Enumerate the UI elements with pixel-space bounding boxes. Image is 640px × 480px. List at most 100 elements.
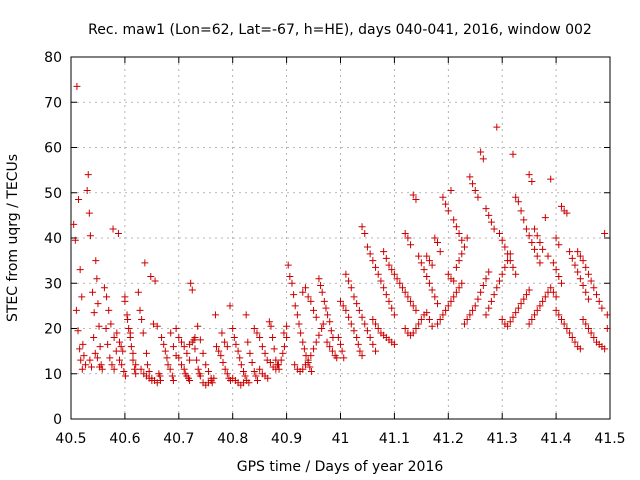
data-point	[525, 232, 533, 240]
data-point	[487, 218, 495, 226]
data-point	[504, 257, 512, 265]
data-point	[354, 340, 362, 348]
data-point	[258, 343, 266, 351]
data-point	[536, 259, 544, 267]
data-point	[125, 325, 133, 332]
data-point	[447, 297, 455, 305]
data-point	[514, 304, 522, 312]
data-point	[232, 340, 240, 348]
data-point	[253, 329, 261, 337]
data-point	[312, 338, 320, 346]
data-point	[485, 211, 493, 219]
data-point	[482, 205, 490, 213]
data-point	[460, 320, 468, 328]
data-point	[132, 361, 140, 369]
data-point	[337, 340, 344, 348]
data-point	[552, 266, 560, 274]
data-point	[127, 343, 135, 351]
data-point	[144, 361, 152, 369]
data-point	[528, 239, 536, 247]
data-point	[525, 171, 533, 179]
x-tick-label: 40.9	[271, 431, 302, 447]
data-point	[377, 277, 385, 285]
data-point	[531, 311, 539, 319]
data-point	[175, 334, 183, 342]
data-point	[71, 236, 79, 244]
data-point	[601, 229, 609, 237]
data-point	[284, 261, 292, 269]
data-point	[299, 365, 307, 373]
data-point	[280, 329, 288, 337]
data-point	[372, 347, 380, 355]
data-point	[601, 345, 609, 353]
data-point	[496, 277, 504, 285]
x-tick-label: 40.8	[217, 431, 248, 447]
data-point	[328, 347, 336, 355]
data-point	[423, 272, 431, 280]
data-point	[145, 367, 153, 375]
data-point	[109, 225, 117, 233]
data-point	[576, 345, 584, 353]
data-point	[134, 288, 142, 296]
data-point	[401, 288, 409, 296]
data-point	[304, 293, 312, 301]
data-point	[358, 223, 366, 231]
data-point	[355, 306, 363, 314]
data-point	[482, 311, 490, 319]
data-point	[304, 356, 312, 364]
data-point	[541, 293, 549, 301]
data-point	[566, 248, 574, 256]
data-point	[568, 334, 576, 342]
data-point	[431, 234, 439, 242]
data-point	[300, 345, 308, 353]
data-point	[487, 297, 495, 305]
data-point	[536, 302, 544, 310]
data-point	[560, 320, 568, 328]
data-point	[217, 352, 225, 360]
data-point	[450, 277, 458, 285]
data-point	[498, 236, 506, 244]
data-point	[509, 313, 517, 321]
data-point	[280, 343, 288, 351]
data-point	[361, 229, 369, 237]
data-point	[93, 354, 101, 362]
data-point	[571, 338, 579, 346]
data-point	[266, 358, 274, 366]
data-point	[512, 270, 520, 278]
data-point	[138, 315, 146, 323]
data-point	[126, 329, 134, 337]
data-point	[603, 311, 611, 319]
data-point	[603, 325, 611, 332]
data-point	[439, 193, 447, 201]
data-point	[191, 334, 199, 342]
data-point	[474, 295, 482, 303]
data-point	[482, 275, 490, 283]
data-point	[506, 250, 514, 258]
data-point	[204, 367, 212, 375]
data-point	[272, 365, 280, 373]
data-point	[385, 261, 393, 269]
data-point	[293, 311, 301, 319]
data-point	[407, 297, 415, 305]
data-point	[218, 329, 226, 337]
data-point	[89, 288, 97, 296]
data-point	[236, 354, 244, 362]
data-point	[587, 329, 595, 337]
data-point	[450, 293, 458, 301]
data-point	[568, 254, 576, 262]
data-point	[385, 297, 393, 305]
data-point	[571, 261, 579, 269]
data-point	[350, 293, 358, 301]
data-point	[382, 254, 390, 262]
data-point	[196, 372, 204, 380]
data-point	[452, 223, 460, 231]
data-point	[366, 334, 374, 342]
data-point	[318, 325, 326, 332]
data-point	[496, 229, 504, 237]
data-point	[103, 293, 111, 301]
data-point	[345, 313, 353, 321]
data-point	[582, 320, 590, 328]
data-point	[104, 340, 112, 348]
data-point	[288, 279, 296, 287]
data-point	[552, 293, 560, 301]
